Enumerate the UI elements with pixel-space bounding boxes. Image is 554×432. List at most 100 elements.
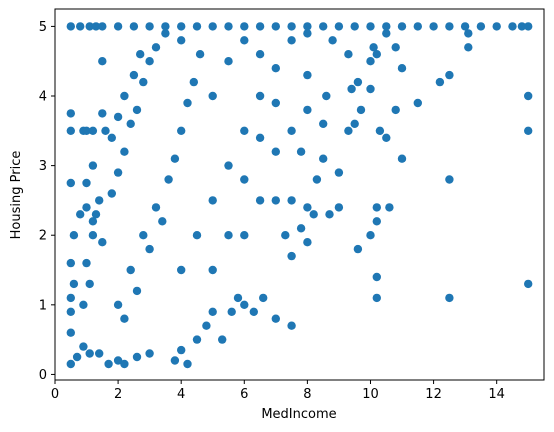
data-point [445,293,454,303]
data-point [303,29,312,38]
x-tick-label: 2 [114,387,122,402]
data-point [271,22,280,31]
x-tick-label: 14 [488,387,505,402]
data-point [101,126,110,135]
data-point [524,91,533,101]
data-point [66,22,76,31]
data-point [259,293,268,303]
data-point [382,133,391,142]
data-point [151,43,161,52]
y-axis: 0 1 2 3 4 5 [39,20,55,383]
data-point [287,251,296,261]
data-point [375,126,385,135]
data-point [95,349,104,358]
data-point [192,22,202,31]
data-point [139,77,148,87]
data-point [344,126,353,135]
data-point [353,244,363,254]
data-point [98,22,107,31]
y-tick-label: 5 [39,20,47,35]
data-point [113,356,123,365]
data-point [82,203,91,212]
x-tick-label: 4 [177,387,185,402]
data-point [271,196,280,205]
data-point [145,57,154,66]
data-point [319,119,328,128]
data-point [88,126,98,135]
data-point [192,335,202,344]
data-point [82,258,91,268]
data-point [177,126,186,135]
data-point [287,321,296,330]
data-point [129,22,139,31]
data-point [312,175,322,184]
data-point [271,314,280,323]
data-point [132,286,142,296]
data-point [287,22,296,31]
data-point [177,36,186,45]
data-point [492,22,501,31]
data-point [240,22,249,31]
data-point [328,36,337,45]
data-point [107,133,117,142]
data-point [325,210,334,219]
data-point [464,43,473,52]
data-point [240,300,249,309]
data-point [397,154,407,163]
data-point [224,57,233,66]
data-point [98,57,107,66]
x-tick-label: 0 [51,387,59,402]
data-point [350,22,359,31]
data-point [382,29,391,38]
data-point [391,43,400,52]
data-point [240,126,249,135]
data-point [195,50,205,59]
data-point [76,210,85,219]
data-point [350,119,359,128]
data-point [445,22,454,31]
data-point [132,352,142,362]
data-point [104,359,113,369]
data-point [334,168,344,177]
data-point [120,147,129,156]
data-point [249,307,258,316]
data-point [319,154,328,163]
data-point [271,63,280,73]
data-point [224,22,233,31]
data-point [66,359,76,369]
data-point [189,77,198,87]
data-point [66,178,76,188]
data-point [126,265,135,275]
data-point [255,133,265,142]
data-point [271,147,280,156]
data-point [107,189,117,198]
data-point [240,231,249,240]
data-point [435,77,445,87]
data-point [385,203,394,212]
data-point [177,22,186,31]
data-point [66,126,76,135]
data-point [517,22,527,31]
data-point [347,84,356,94]
data-point [183,98,192,108]
data-point [164,175,173,184]
data-point [372,50,381,59]
x-axis: 0 2 4 6 8 10 12 14 [51,380,505,402]
data-point [82,178,91,188]
data-point [353,77,363,87]
data-point [366,84,375,94]
data-point [240,36,249,45]
plot-area [54,8,545,381]
data-point [183,359,192,369]
data-point [255,50,265,59]
data-point [72,352,82,362]
data-point [88,217,98,226]
data-point [287,126,296,135]
data-point [303,22,312,31]
data-point [208,307,217,316]
data-point [303,105,312,115]
data-point [218,335,227,344]
data-point [319,22,328,31]
data-point [303,203,312,212]
data-point [85,279,94,289]
